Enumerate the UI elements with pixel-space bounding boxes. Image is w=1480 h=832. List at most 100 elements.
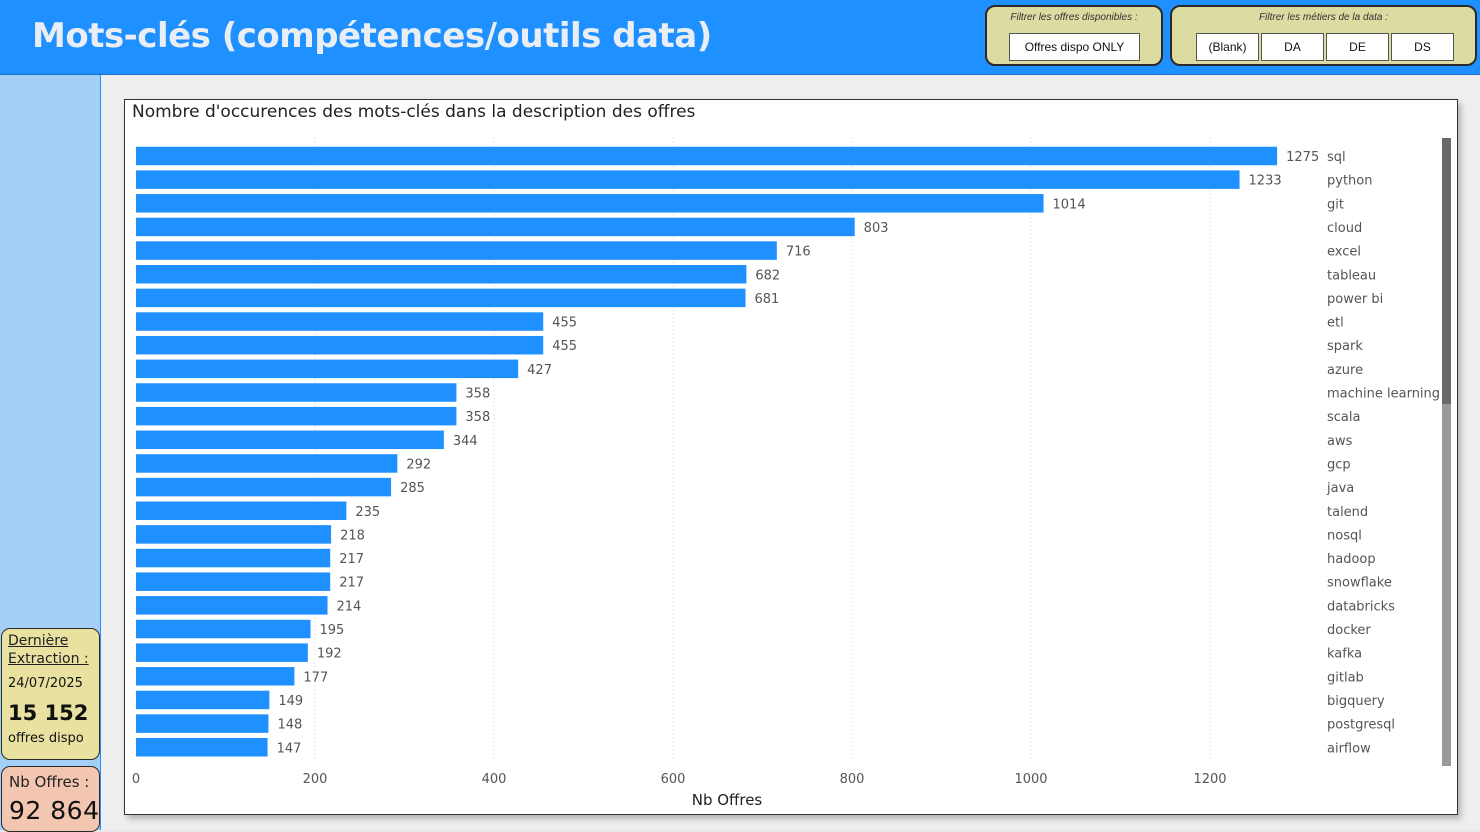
- offres-dispo-count: 15 152: [8, 701, 89, 725]
- bar: [136, 241, 777, 260]
- bar: [136, 359, 519, 379]
- data-label: 716: [786, 245, 811, 260]
- category-label: gitlab: [1327, 670, 1364, 685]
- bar: [136, 738, 268, 757]
- chart-svg: 0 200 400 600 800 1000 1200 Nb Offres 1275 sql 123…: [132, 138, 1440, 809]
- data-label: 218: [340, 528, 365, 543]
- extraction-label-line2: Extraction :: [8, 651, 89, 667]
- data-label: 147: [277, 741, 302, 756]
- data-label: 149: [278, 694, 303, 709]
- bar: [136, 217, 855, 237]
- data-label: 292: [406, 457, 431, 472]
- data-label: 235: [355, 505, 380, 520]
- category-label: databricks: [1327, 599, 1395, 614]
- chart-scrollbar[interactable]: [1442, 138, 1451, 766]
- data-label: 344: [453, 434, 478, 449]
- category-label: nosql: [1327, 528, 1362, 543]
- x-tick-label: 0: [132, 772, 140, 787]
- x-tick-label: 1200: [1193, 772, 1226, 787]
- bar: [136, 572, 331, 591]
- category-label: docker: [1327, 623, 1371, 638]
- bar: [136, 525, 332, 544]
- nb-offres-card: Nb Offres : 92 864: [1, 766, 100, 832]
- data-label: 285: [400, 481, 425, 496]
- extraction-date: 24/07/2025: [8, 676, 83, 691]
- bar: [136, 501, 347, 520]
- bar: [136, 146, 1278, 166]
- bar: [136, 619, 311, 639]
- x-tick-label: 400: [482, 772, 507, 787]
- category-label: kafka: [1327, 647, 1362, 662]
- bar: [136, 548, 331, 568]
- metier-ds-button[interactable]: DS: [1391, 33, 1454, 61]
- x-tick-label: 200: [303, 772, 328, 787]
- data-label: 177: [303, 670, 328, 685]
- metier-da-button[interactable]: DA: [1261, 33, 1324, 61]
- header-bar: Mots-clés (compétences/outils data) Filt…: [0, 0, 1480, 75]
- data-label: 195: [320, 623, 345, 638]
- bar: [136, 406, 457, 426]
- data-label: 681: [754, 292, 779, 307]
- data-label: 358: [465, 387, 490, 402]
- keywords-bar-chart: Nombre d'occurences des mots-clés dans l…: [124, 99, 1458, 815]
- bar: [136, 477, 392, 497]
- data-label: 1275: [1286, 150, 1319, 165]
- category-label: snowflake: [1327, 576, 1392, 591]
- category-label: gcp: [1327, 457, 1351, 472]
- category-label: hadoop: [1327, 552, 1376, 567]
- bar: [136, 667, 295, 686]
- data-label: 1014: [1053, 197, 1086, 212]
- bar: [136, 288, 746, 308]
- category-label: postgresql: [1327, 718, 1395, 733]
- bar: [136, 194, 1044, 213]
- category-label: spark: [1327, 339, 1363, 354]
- metier-de-button[interactable]: DE: [1326, 33, 1389, 61]
- category-label: bigquery: [1327, 694, 1385, 709]
- extraction-label-line1: Dernière: [8, 633, 69, 649]
- filter-offres-slicer: Filtrer les offres disponibles : Offres …: [985, 5, 1163, 66]
- category-label: talend: [1327, 505, 1368, 520]
- data-label: 217: [339, 552, 364, 567]
- category-label: python: [1327, 174, 1372, 189]
- page-title: Mots-clés (compétences/outils data): [32, 16, 712, 56]
- data-label: 358: [465, 410, 490, 425]
- category-label: airflow: [1327, 741, 1371, 756]
- x-tick-label: 600: [661, 772, 686, 787]
- chart-scrollbar-thumb[interactable]: [1442, 138, 1451, 404]
- data-label: 427: [527, 363, 552, 378]
- offres-dispo-label: offres dispo: [8, 731, 84, 746]
- bar: [136, 714, 269, 733]
- category-label: git: [1327, 197, 1344, 212]
- x-tick-label: 1000: [1014, 772, 1047, 787]
- x-axis-label: Nb Offres: [692, 791, 763, 809]
- data-label: 214: [337, 599, 362, 614]
- nb-offres-value: 92 864: [9, 796, 100, 825]
- data-label: 803: [864, 221, 889, 236]
- bar: [136, 690, 270, 710]
- bar: [136, 454, 398, 473]
- data-label: 148: [277, 718, 302, 733]
- data-label: 1233: [1249, 174, 1282, 189]
- bar: [136, 596, 328, 615]
- x-tick-label: 800: [840, 772, 865, 787]
- data-label: 455: [552, 316, 577, 331]
- filter-metiers-slicer: Filtrer les métiers de la data : (Blank)…: [1170, 5, 1477, 66]
- bar: [136, 335, 544, 355]
- bar: [136, 383, 457, 402]
- metier-blank-button[interactable]: (Blank): [1196, 33, 1259, 61]
- data-label: 682: [755, 268, 780, 283]
- bar: [136, 170, 1240, 189]
- extraction-card: Dernière Extraction : 24/07/2025 15 152 …: [1, 628, 100, 760]
- category-label: cloud: [1327, 221, 1362, 236]
- offres-dispo-only-button[interactable]: Offres dispo ONLY: [1009, 33, 1140, 61]
- nb-offres-label: Nb Offres :: [9, 773, 90, 791]
- category-label: azure: [1327, 363, 1363, 378]
- category-label: machine learning: [1327, 387, 1440, 402]
- chart-title: Nombre d'occurences des mots-clés dans l…: [132, 102, 696, 122]
- category-label: tableau: [1327, 268, 1376, 283]
- bar: [136, 643, 308, 662]
- category-label: sql: [1327, 150, 1346, 165]
- category-label: aws: [1327, 434, 1353, 449]
- category-label: scala: [1327, 410, 1360, 425]
- category-label: etl: [1327, 316, 1344, 331]
